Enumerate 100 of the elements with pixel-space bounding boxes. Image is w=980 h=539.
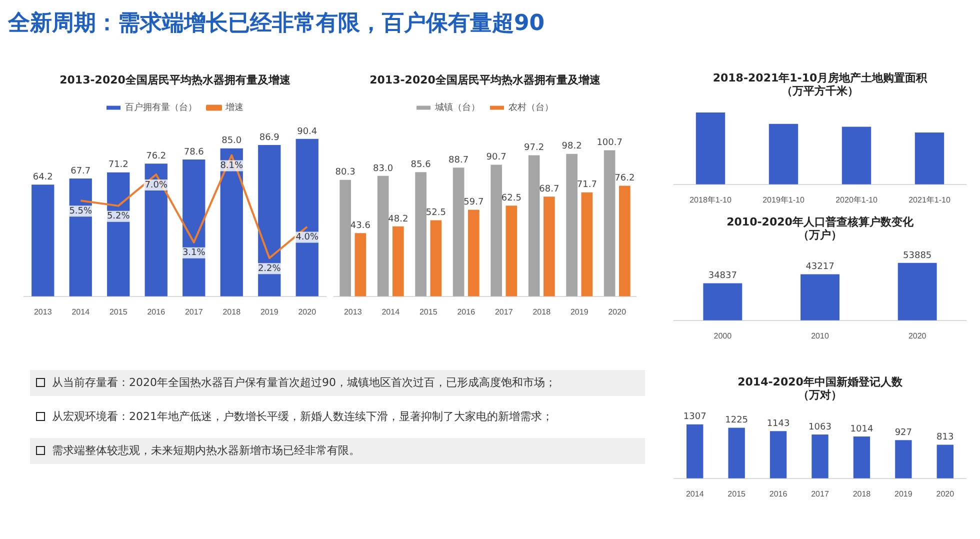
data-label: 1307 — [683, 412, 706, 422]
bar — [340, 180, 351, 296]
x-tick-label: 2019 — [260, 307, 279, 316]
x-tick-label: 2020 — [608, 307, 627, 316]
bar — [728, 428, 745, 478]
chart-title: 2010-2020年人口普查核算户数变化 — [726, 215, 914, 228]
bar — [415, 172, 426, 296]
x-tick-label: 2018年1-10 — [690, 195, 732, 204]
bar — [914, 132, 944, 184]
data-label: 1225 — [725, 416, 748, 426]
bar — [506, 206, 518, 296]
bar — [377, 176, 389, 296]
bar — [770, 431, 787, 478]
x-tick-label: 2020年1-10 — [836, 195, 878, 204]
x-tick-label: 2017 — [184, 307, 204, 316]
bar — [604, 150, 616, 296]
x-tick-label: 2015 — [109, 307, 128, 316]
x-tick-label: 2021年1-10 — [908, 195, 951, 204]
data-label: 76.2 — [614, 174, 635, 184]
legend-label: 百户拥有量（台） — [125, 102, 197, 112]
bar — [853, 436, 870, 478]
data-label: 5.2% — [106, 212, 130, 222]
chart-title: 2013-2020全国居民平均热水器拥有量及增速 — [370, 73, 602, 86]
data-label: 64.2 — [32, 172, 53, 182]
legend-label: 增速 — [224, 102, 244, 112]
x-tick-label: 2016 — [147, 307, 166, 316]
data-label: 78.6 — [184, 147, 204, 158]
data-label: 813 — [936, 432, 954, 443]
data-label: 86.9 — [259, 132, 280, 143]
bar — [392, 226, 404, 296]
x-tick-label: 2013 — [344, 307, 362, 316]
data-label: 7.0% — [144, 180, 168, 190]
data-label: 97.2 — [524, 143, 544, 154]
data-label: 85.6 — [410, 160, 432, 170]
x-tick-label: 2013 — [34, 307, 52, 316]
data-label: 85.0 — [222, 136, 242, 146]
bar — [619, 186, 630, 296]
data-label: 68.7 — [539, 184, 560, 195]
text: 从当前存量看：2020年全国热水器百户保有量首次超过90，城镇地区首次过百，已形成高度饱和市场； — [52, 376, 556, 389]
x-tick-label: 2016 — [769, 489, 788, 498]
x-tick-label: 2010 — [811, 331, 830, 340]
bar — [686, 424, 704, 478]
x-tick-label: 2019年1-10 — [762, 195, 805, 204]
x-tick-label: 2018 — [852, 489, 872, 498]
data-label: 88.7 — [448, 155, 469, 166]
bar — [32, 184, 54, 296]
data-label: 62.5 — [501, 194, 522, 204]
data-label: 8.1% — [220, 161, 244, 172]
x-tick-label: 2019 — [894, 489, 913, 498]
x-tick-label: 2014 — [686, 489, 704, 498]
bar — [430, 220, 442, 296]
bar — [842, 126, 872, 184]
data-label: 67.7 — [70, 166, 91, 176]
bar — [696, 112, 726, 184]
data-label: 71.2 — [108, 160, 128, 170]
data-label: 100.7 — [596, 138, 622, 148]
bar — [144, 164, 168, 296]
data-label: 43.6 — [350, 220, 371, 231]
data-label: 76.2 — [146, 152, 166, 162]
bar — [895, 440, 912, 478]
data-label: 80.3 — [335, 168, 356, 178]
data-label: 927 — [894, 428, 912, 438]
data-label: 90.4 — [297, 126, 318, 137]
x-tick-label: 2014 — [72, 307, 90, 316]
bar — [354, 233, 366, 296]
data-label: 71.7 — [576, 180, 597, 190]
x-tick-label: 2000 — [714, 331, 732, 340]
chart-subtitle: （万对） — [798, 388, 842, 402]
data-label: 2.2% — [258, 264, 282, 274]
data-label: 48.2 — [388, 214, 408, 224]
bar — [581, 192, 593, 296]
data-label: 5.5% — [69, 206, 92, 216]
data-label: 52.5 — [426, 208, 446, 218]
bar — [566, 154, 578, 296]
x-tick-label: 2017 — [494, 307, 514, 316]
x-tick-label: 2020 — [298, 307, 317, 316]
x-tick-label: 2014 — [382, 307, 400, 316]
bar — [812, 434, 828, 478]
chart-title: 2014-2020年中国新婚登记人数 — [738, 375, 904, 388]
bar — [490, 164, 502, 296]
bar — [936, 444, 954, 478]
text: 需求端整体较悲观，未来短期内热水器新增市场已经非常有限。 — [52, 444, 360, 457]
data-label: 53885 — [903, 250, 932, 261]
bar — [452, 168, 464, 296]
x-tick-label: 2015 — [728, 489, 746, 498]
data-label: 90.7 — [486, 152, 506, 163]
x-tick-label: 2019 — [570, 307, 589, 316]
data-label: 34837 — [708, 271, 737, 282]
chart-subtitle: （万平方千米） — [782, 84, 858, 98]
data-label: 1143 — [766, 419, 790, 429]
chart-subtitle: （万户） — [798, 228, 842, 242]
x-tick-label: 2020 — [908, 331, 927, 340]
x-tick-label: 2015 — [419, 307, 438, 316]
legend-label: 城镇（台） — [434, 102, 480, 112]
data-label: 3.1% — [182, 248, 206, 258]
data-label: 59.7 — [464, 198, 484, 208]
data-label: 4.0% — [296, 232, 319, 243]
text: 从宏观环境看：2021年地产低迷，户数增长平缓，新婚人数连续下滑，显著抑制了大家电的新增需求； — [52, 410, 553, 423]
x-tick-label: 2017 — [811, 489, 830, 498]
bar — [544, 196, 555, 296]
